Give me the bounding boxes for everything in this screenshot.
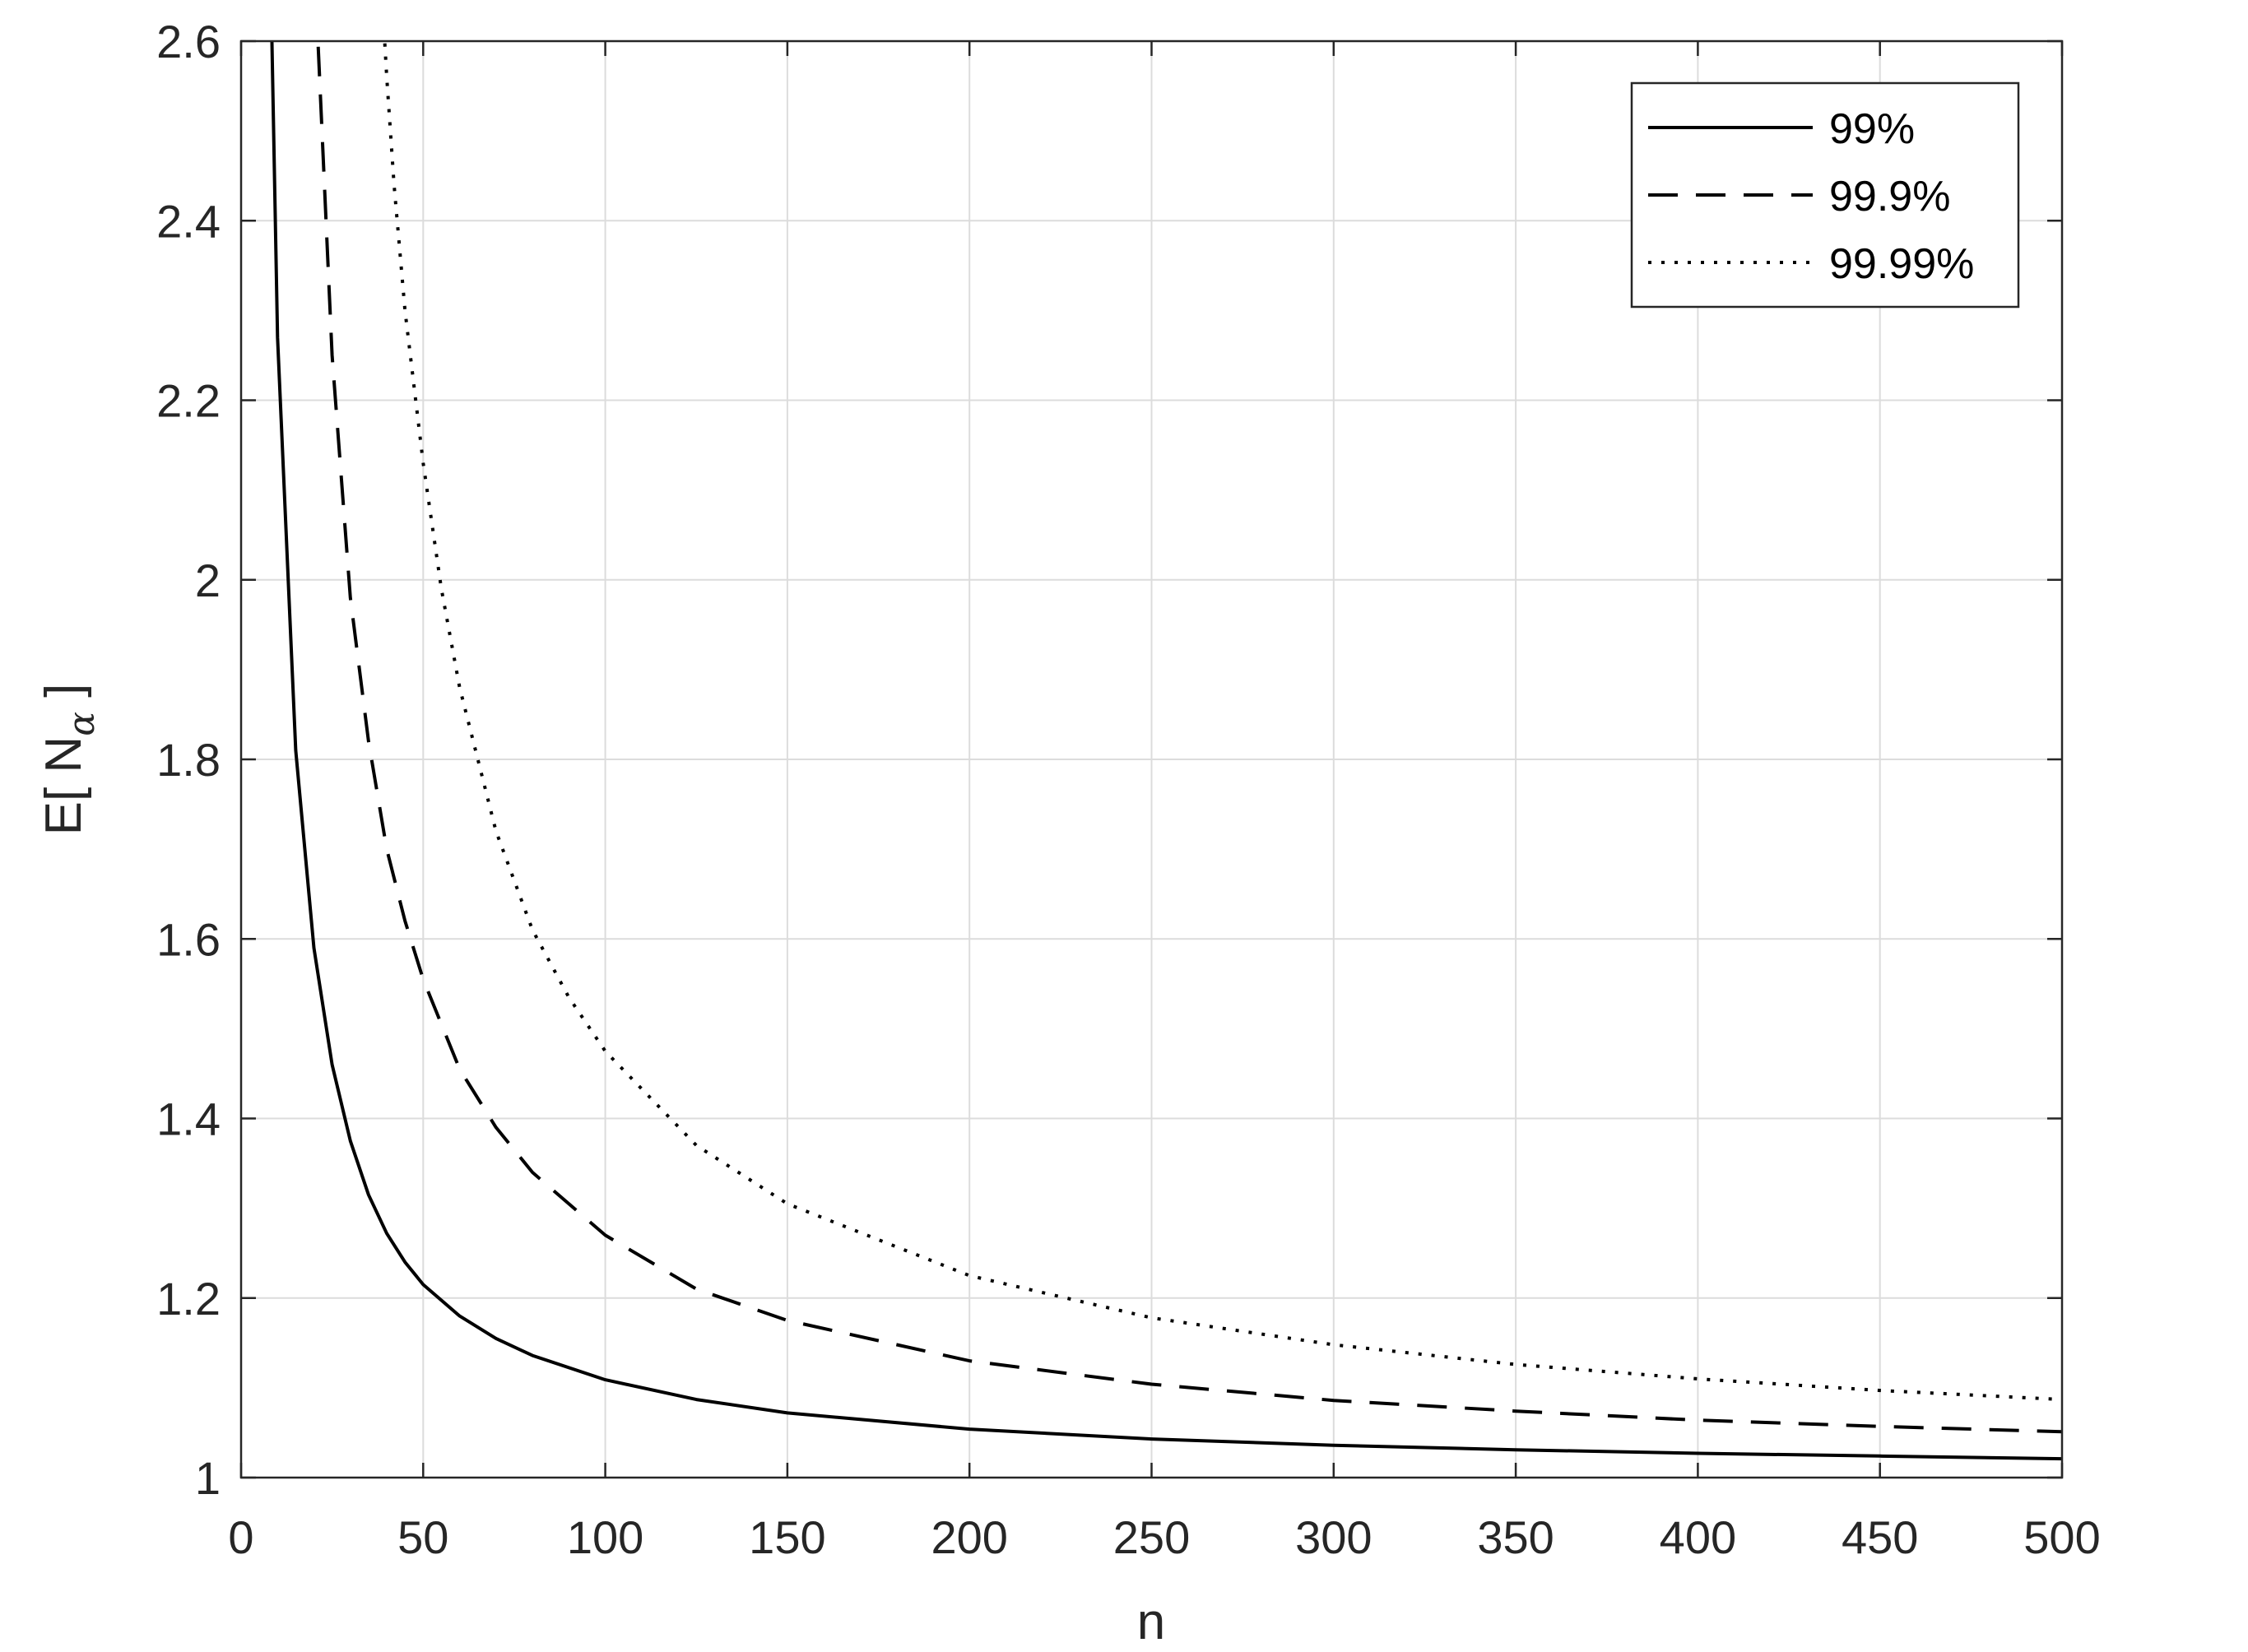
- y-axis-label-close: ]: [35, 684, 92, 712]
- y-tick-label: 1: [195, 1452, 221, 1504]
- y-tick-label: 1.4: [156, 1093, 221, 1145]
- x-tick-label: 450: [1842, 1511, 1918, 1563]
- x-tick-label: 500: [2023, 1511, 2100, 1563]
- y-tick-labels: 1 1.2 1.4 1.6 1.8 2 2.2 2.4 2.6: [156, 16, 221, 1504]
- y-tick-label: 1.6: [156, 913, 221, 965]
- x-tick-label: 250: [1113, 1511, 1190, 1563]
- series-line-3: [383, 41, 2062, 1402]
- y-axis-label-main: E[ N: [35, 736, 92, 836]
- x-tick-label: 100: [567, 1511, 643, 1563]
- legend: 99% 99.9% 99.99%: [1630, 81, 2020, 309]
- y-tick-label: 2.2: [156, 375, 221, 427]
- y-tick-label: 2.6: [156, 16, 221, 67]
- legend-label-1: 99%: [1829, 105, 1915, 153]
- y-axis-label-subscript: α: [61, 712, 103, 736]
- x-tick-label: 350: [1477, 1511, 1554, 1563]
- y-tick-label: 2.4: [156, 195, 221, 247]
- x-tick-label: 400: [1660, 1511, 1736, 1563]
- x-tick-label: 0: [228, 1511, 253, 1563]
- x-tick-labels: 0 50 100 150 200 250 300 350 400 450 500: [228, 1511, 2100, 1563]
- y-tick-label: 1.8: [156, 734, 221, 786]
- x-tick-label: 200: [931, 1511, 1007, 1563]
- legend-entries: 99% 99.9% 99.99%: [1648, 105, 1974, 288]
- x-tick-label: 50: [397, 1511, 448, 1563]
- y-tick-label: 1.2: [156, 1273, 221, 1325]
- y-tick-label: 2: [195, 555, 221, 606]
- legend-label-3: 99.99%: [1829, 240, 1974, 288]
- series-line-2: [316, 41, 2062, 1434]
- y-axis-label: E[ Nα ]: [35, 684, 103, 836]
- axis-ticks: [239, 39, 2064, 1479]
- legend-label-2: 99.9%: [1829, 173, 1950, 220]
- x-tick-label: 300: [1295, 1511, 1372, 1563]
- series-line-1: [270, 41, 2062, 1461]
- x-axis-label: n: [1137, 1594, 1165, 1650]
- series-lines: [270, 41, 2062, 1461]
- x-tick-label: 150: [749, 1511, 825, 1563]
